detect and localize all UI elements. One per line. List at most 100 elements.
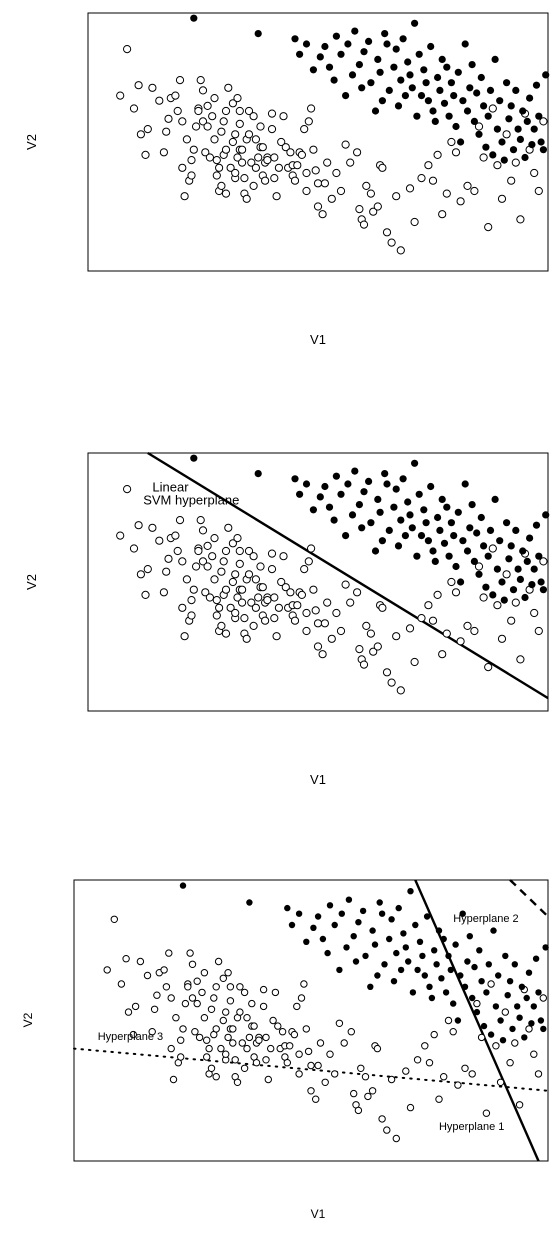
open-point [516, 655, 525, 664]
filled-point [416, 938, 424, 945]
open-point [447, 137, 456, 147]
filled-point [484, 552, 492, 560]
filled-point [408, 524, 416, 532]
open-point [320, 179, 329, 188]
open-point [242, 634, 251, 643]
filled-point [394, 542, 403, 550]
filled-point [473, 1008, 481, 1016]
filled-point [526, 94, 534, 102]
open-point [258, 143, 267, 152]
open-point [417, 614, 426, 623]
open-point [136, 957, 145, 966]
open-point [274, 1022, 282, 1030]
open-point [424, 601, 433, 610]
open-point [251, 575, 260, 584]
open-point [160, 966, 168, 974]
filled-point [385, 86, 393, 94]
open-point [496, 1078, 505, 1087]
open-point [215, 603, 224, 612]
filled-point [331, 921, 338, 929]
open-point [217, 181, 226, 190]
filled-point [542, 71, 550, 79]
open-point [162, 567, 171, 576]
open-point [534, 186, 543, 196]
filled-point [355, 61, 363, 69]
open-point [164, 554, 173, 563]
open-point [226, 603, 235, 612]
open-point [378, 1115, 386, 1123]
chart-panel-3: Hyperplane 2 Hyperplane 3 Hyperplane 1 V1 … [0, 860, 551, 1234]
open-point [332, 168, 341, 178]
filled-point [296, 490, 304, 498]
filled-point [371, 941, 379, 948]
open-point [326, 1050, 334, 1058]
open-point [233, 94, 242, 103]
filled-point [523, 557, 531, 565]
open-point [207, 1005, 216, 1014]
filled-point [309, 506, 317, 514]
open-point [131, 1002, 140, 1011]
filled-point [523, 994, 530, 1002]
filled-point [401, 92, 409, 100]
filled-point [392, 485, 400, 493]
filled-point [405, 958, 412, 965]
open-point [474, 122, 484, 131]
plot-frame [87, 452, 549, 712]
filled-point [464, 958, 471, 965]
open-point [438, 210, 447, 219]
filled-point [509, 1025, 516, 1033]
open-point [256, 122, 265, 131]
open-point [186, 949, 194, 957]
open-point [534, 1070, 543, 1078]
open-point [193, 977, 201, 985]
filled-point [383, 40, 391, 48]
filled-point [537, 1017, 545, 1024]
filled-point [344, 480, 352, 488]
filled-point [450, 1000, 457, 1007]
filled-point [497, 1017, 504, 1024]
open-point [355, 205, 364, 214]
filled-point [505, 115, 513, 123]
open-point [123, 485, 132, 494]
open-point [421, 1042, 429, 1050]
filled-point [542, 944, 549, 951]
open-point [312, 1095, 320, 1103]
open-point [221, 106, 231, 116]
filled-point [343, 944, 350, 951]
filled-point [374, 495, 382, 503]
open-point [346, 598, 355, 607]
open-point [444, 1016, 453, 1025]
filled-point [407, 888, 414, 895]
annotation-label-2: SVM hyperplane [143, 493, 239, 508]
filled-point [374, 972, 381, 979]
open-point [300, 125, 309, 134]
filled-point [337, 490, 345, 498]
open-point [171, 531, 180, 540]
open-point [233, 534, 242, 543]
open-point [182, 575, 191, 584]
y-axis-label: V2 [24, 134, 39, 150]
filled-point [495, 972, 502, 979]
open-point [221, 189, 231, 198]
open-point [210, 534, 219, 543]
open-point [320, 619, 329, 628]
open-point [321, 1078, 329, 1087]
points-layer [116, 14, 550, 255]
open-point [281, 143, 290, 152]
filled-point [355, 501, 363, 509]
filled-point [358, 84, 366, 92]
open-point [203, 562, 212, 571]
filled-point [337, 50, 345, 58]
open-point [279, 552, 288, 561]
open-point [256, 562, 265, 571]
open-point [313, 619, 323, 628]
filled-point [390, 63, 398, 71]
open-point [383, 1126, 391, 1134]
open-point [479, 153, 488, 162]
open-point [249, 621, 258, 630]
filled-point [476, 947, 483, 954]
open-point [502, 130, 511, 139]
open-point [302, 608, 311, 618]
open-point [258, 583, 267, 592]
open-point [327, 194, 336, 203]
